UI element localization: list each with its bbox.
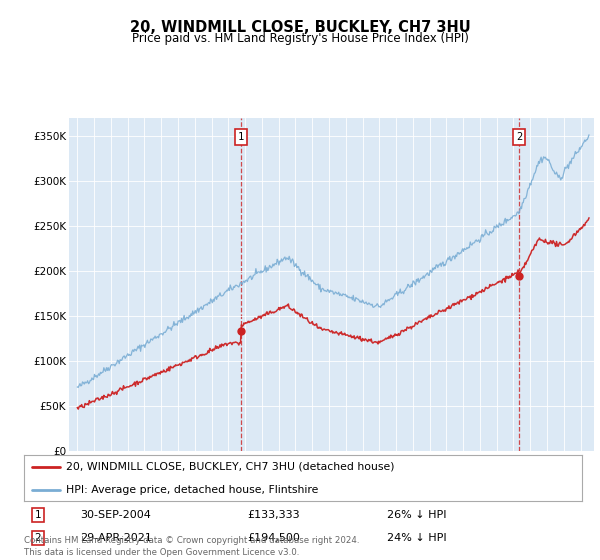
Text: Price paid vs. HM Land Registry's House Price Index (HPI): Price paid vs. HM Land Registry's House … [131,32,469,45]
Text: 30-SEP-2004: 30-SEP-2004 [80,510,151,520]
Text: Contains HM Land Registry data © Crown copyright and database right 2024.
This d: Contains HM Land Registry data © Crown c… [24,536,359,557]
Text: 29-APR-2021: 29-APR-2021 [80,533,152,543]
Text: 20, WINDMILL CLOSE, BUCKLEY, CH7 3HU: 20, WINDMILL CLOSE, BUCKLEY, CH7 3HU [130,20,470,35]
Text: 1: 1 [35,510,41,520]
Text: 2: 2 [35,533,41,543]
Text: 1: 1 [238,132,244,142]
Text: HPI: Average price, detached house, Flintshire: HPI: Average price, detached house, Flin… [66,485,318,494]
Text: 26% ↓ HPI: 26% ↓ HPI [387,510,446,520]
Text: 2: 2 [516,132,522,142]
Text: £194,500: £194,500 [247,533,300,543]
Text: 24% ↓ HPI: 24% ↓ HPI [387,533,446,543]
Text: 20, WINDMILL CLOSE, BUCKLEY, CH7 3HU (detached house): 20, WINDMILL CLOSE, BUCKLEY, CH7 3HU (de… [66,462,394,472]
Text: £133,333: £133,333 [247,510,300,520]
